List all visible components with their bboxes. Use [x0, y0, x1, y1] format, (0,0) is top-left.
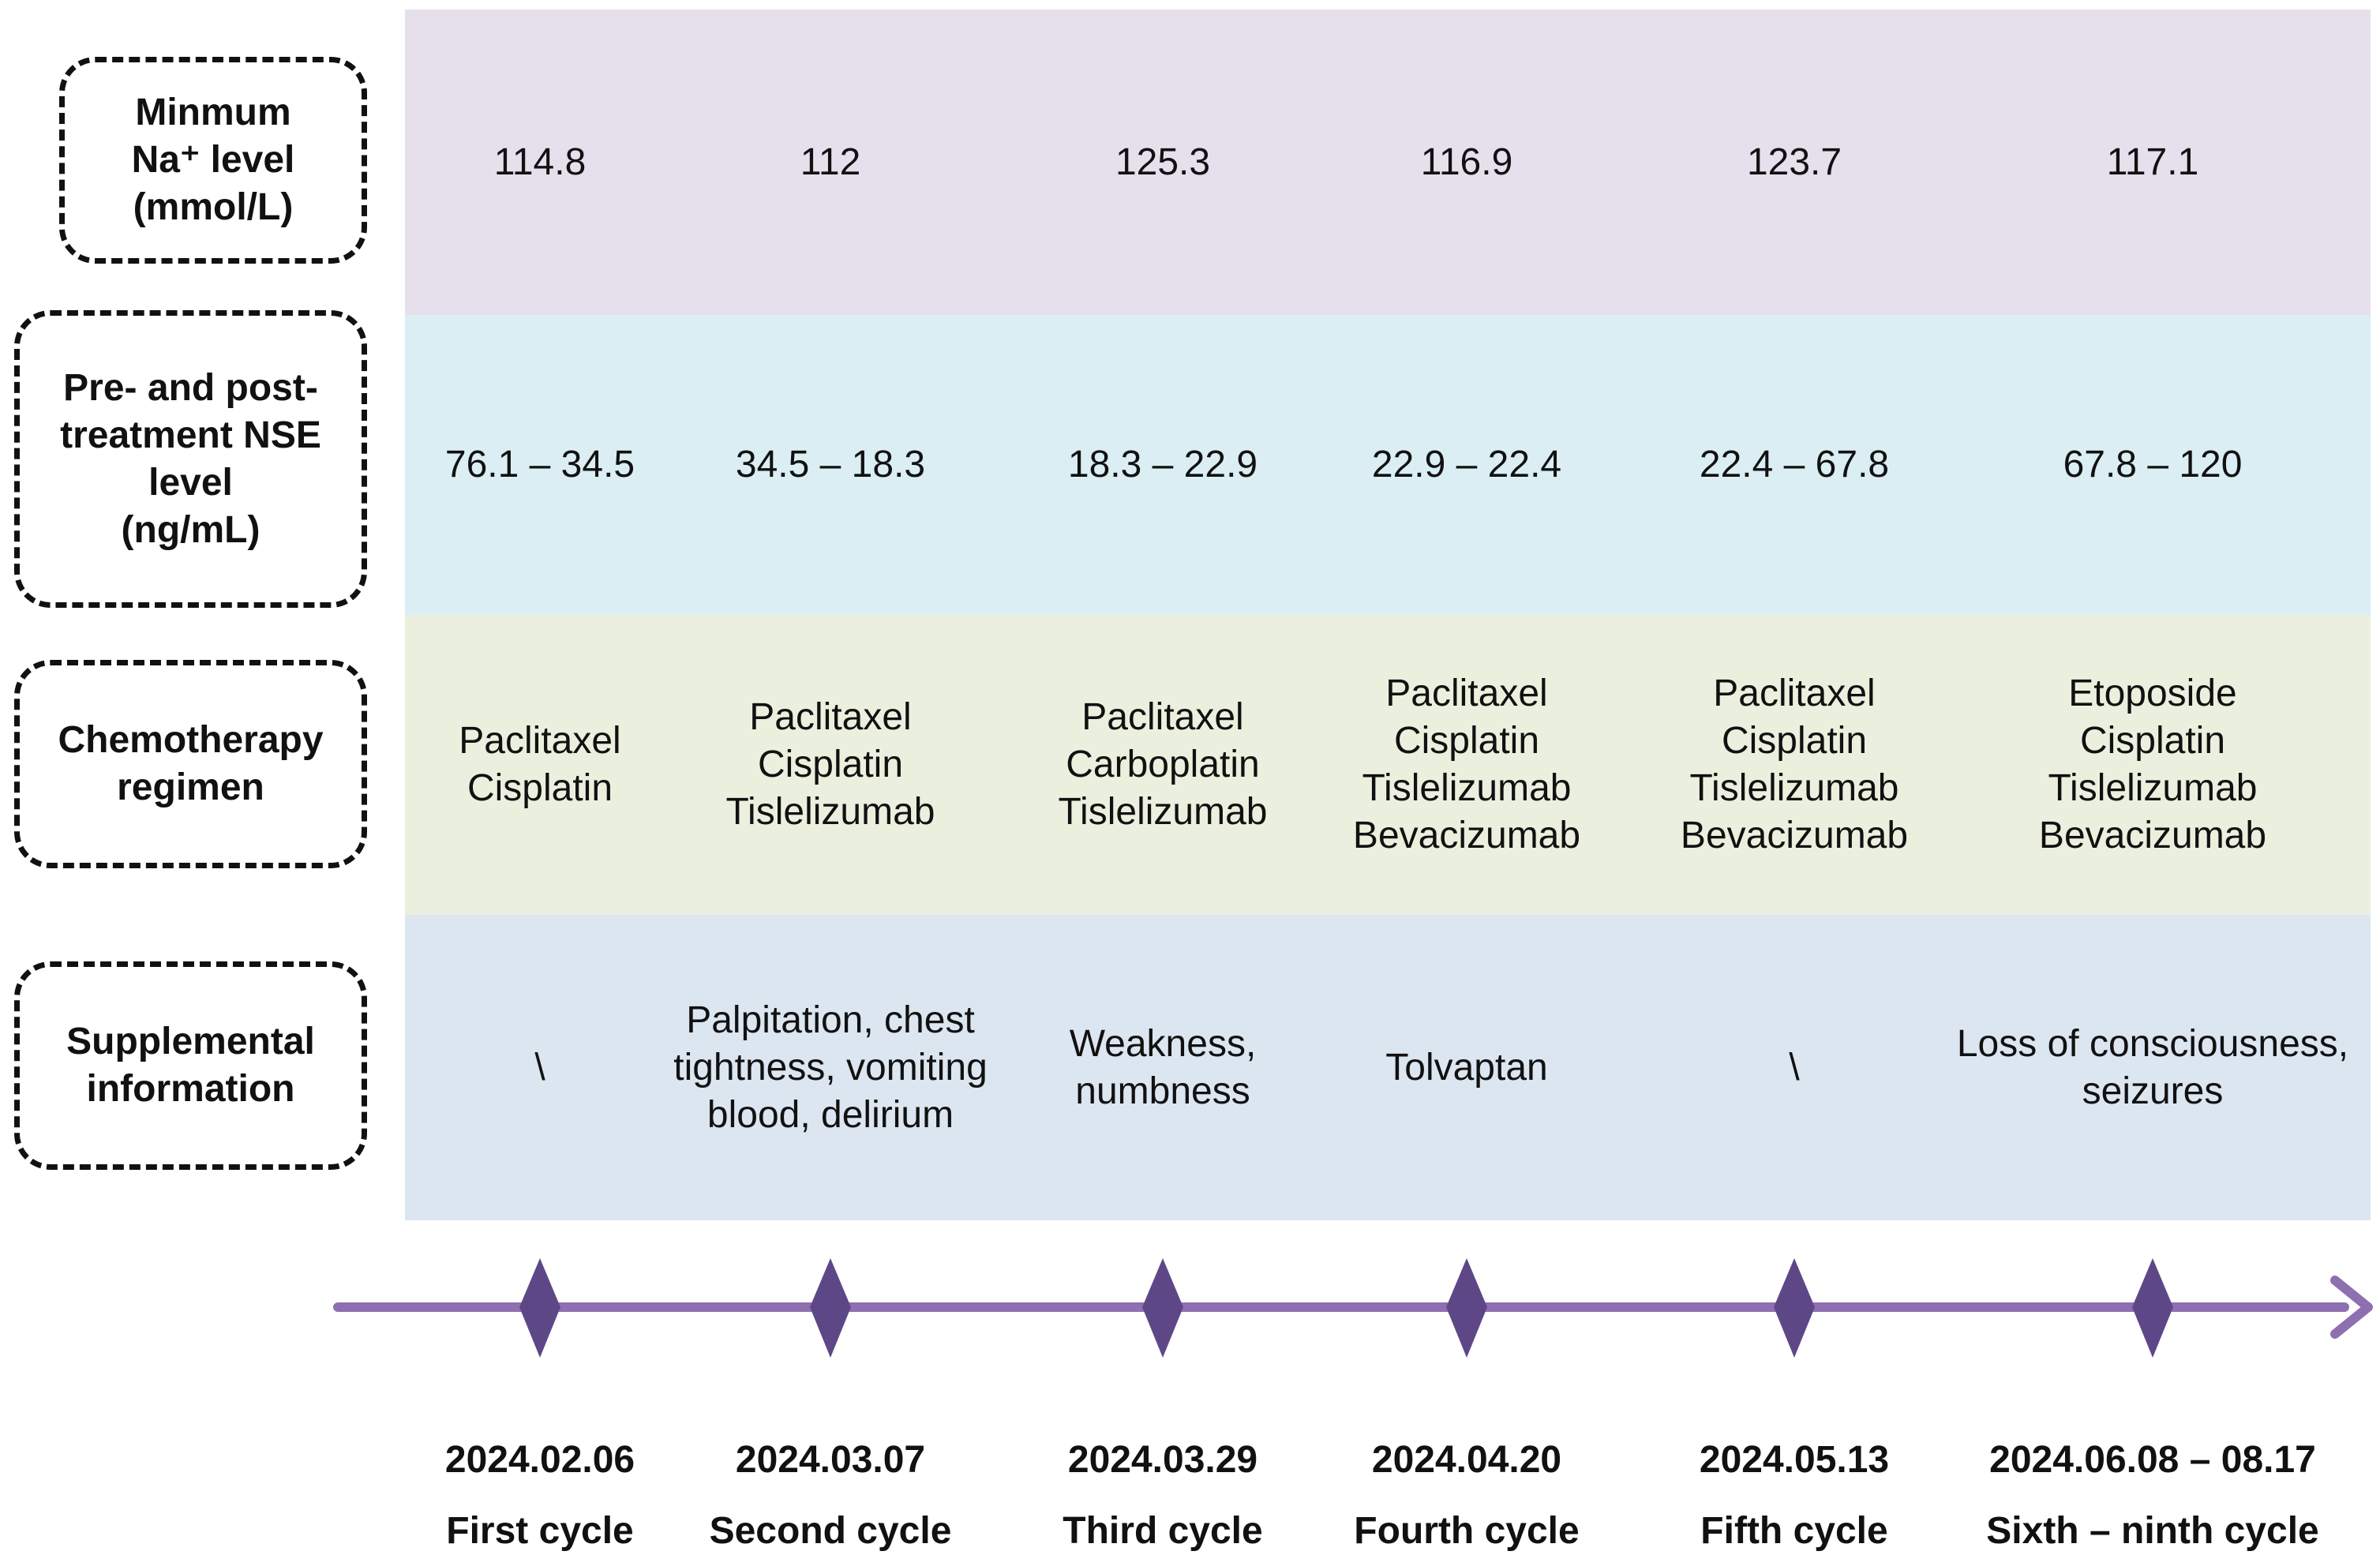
nse-row-band — [405, 315, 2371, 615]
row-label-regimen: Chemotherapy regimen — [14, 660, 367, 868]
milestone-diamond — [810, 1258, 851, 1358]
regimen-cell: Paclitaxel Carboplatin Tislelizumab — [1058, 696, 1268, 833]
cycle-date: 2024.05.13 — [1699, 1439, 1890, 1481]
cycle-name: First cycle — [446, 1510, 634, 1552]
cycle-name: Fourth cycle — [1354, 1510, 1580, 1552]
cycle-name: Third cycle — [1063, 1510, 1263, 1552]
milestone-diamond — [519, 1258, 560, 1358]
regimen-cell: Paclitaxel Cisplatin — [459, 720, 621, 809]
timeline-arrow — [328, 1258, 2373, 1358]
row-label-sodium: Minmum Na⁺ level (mmol/L) — [59, 57, 367, 264]
cycle-name: Second cycle — [709, 1510, 952, 1552]
regimen-cell: Paclitaxel Cisplatin Tislelizumab Bevaci… — [1680, 673, 1909, 856]
nse-cell: 22.4 – 67.8 — [1699, 444, 1890, 485]
regimen-cell: Etoposide Cisplatin Tislelizumab Bevaciz… — [2038, 673, 2267, 856]
supplemental-row-band — [405, 915, 2371, 1220]
milestone-diamond — [1142, 1258, 1183, 1358]
supplemental-cell: \ — [534, 1046, 545, 1088]
sodium-cell: 125.3 — [1115, 141, 1211, 183]
cycle-date: 2024.04.20 — [1371, 1439, 1562, 1481]
regimen-row-band — [405, 615, 2371, 915]
sodium-cell: 123.7 — [1746, 141, 1842, 183]
sodium-row-band — [405, 9, 2371, 315]
supplemental-cell: \ — [1789, 1046, 1800, 1088]
supplemental-cell: Weakness, numbness — [1069, 1022, 1257, 1112]
nse-cell: 34.5 – 18.3 — [735, 444, 926, 485]
cycle-name: Sixth – ninth cycle — [1986, 1510, 2319, 1552]
cycle-date: 2024.06.08 – 08.17 — [1989, 1439, 2316, 1481]
regimen-cell: Paclitaxel Cisplatin Tislelizumab — [725, 696, 935, 833]
sodium-cell: 116.9 — [1420, 141, 1513, 183]
cycle-date: 2024.03.07 — [735, 1439, 926, 1481]
milestone-diamond — [2132, 1258, 2173, 1358]
cycle-date: 2024.02.06 — [444, 1439, 635, 1481]
cycle-date: 2024.03.29 — [1067, 1439, 1258, 1481]
timeline-arrowhead — [2330, 1276, 2373, 1339]
nse-cell: 76.1 – 34.5 — [444, 444, 635, 485]
milestone-diamond — [1446, 1258, 1487, 1358]
sodium-cell: 112 — [800, 141, 861, 183]
supplemental-cell: Palpitation, chest tightness, vomiting b… — [673, 999, 988, 1136]
nse-cell: 18.3 – 22.9 — [1067, 444, 1258, 485]
cycle-name: Fifth cycle — [1700, 1510, 1888, 1552]
supplemental-cell: Tolvaptan — [1385, 1046, 1548, 1088]
nse-cell: 67.8 – 120 — [2063, 444, 2243, 485]
nse-cell: 22.9 – 22.4 — [1371, 444, 1562, 485]
row-label-nse: Pre- and post- treatment NSE level (ng/m… — [14, 310, 367, 608]
sodium-cell: 117.1 — [2106, 141, 2199, 183]
regimen-cell: Paclitaxel Cisplatin Tislelizumab Bevaci… — [1352, 673, 1581, 856]
milestone-diamond — [1774, 1258, 1815, 1358]
supplemental-cell: Loss of consciousness, seizures — [1956, 1022, 2349, 1112]
row-label-supplemental: Supplemental information — [14, 961, 367, 1170]
sodium-cell: 114.8 — [493, 141, 587, 183]
